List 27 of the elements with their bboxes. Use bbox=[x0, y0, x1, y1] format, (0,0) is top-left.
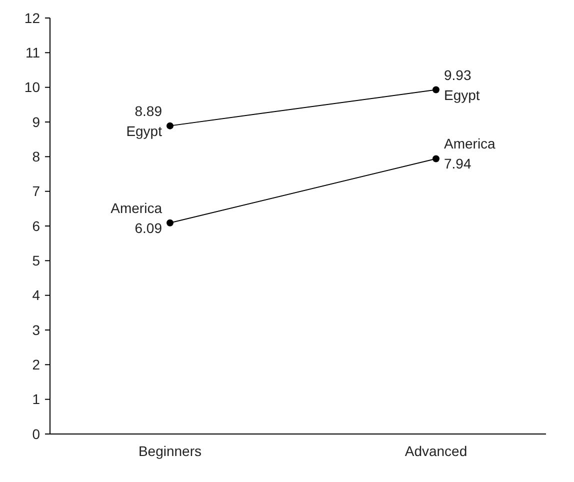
y-tick-label: 3 bbox=[32, 322, 40, 338]
data-label: 9.93 bbox=[444, 66, 472, 83]
y-tick-label: 0 bbox=[32, 426, 40, 442]
point bbox=[432, 86, 440, 94]
y-tick-label: 7 bbox=[32, 183, 40, 200]
series-label: America bbox=[110, 200, 162, 216]
y-tick-label: 2 bbox=[32, 356, 40, 373]
x-tick-label: Beginners bbox=[138, 443, 202, 459]
y-tick-label: 6 bbox=[32, 218, 40, 234]
y-tick-label: 10 bbox=[24, 79, 40, 96]
x-tick-label: Advanced bbox=[404, 443, 468, 459]
data-label: 8.89 bbox=[134, 102, 162, 119]
y-tick-label: 5 bbox=[32, 252, 40, 269]
point bbox=[166, 219, 174, 226]
y-tick-label: 1 bbox=[32, 391, 40, 408]
data-label: 6.09 bbox=[134, 220, 162, 236]
data-label: 7.94 bbox=[444, 156, 472, 172]
point bbox=[166, 122, 174, 130]
text: America bbox=[444, 136, 496, 152]
series-label: Egypt bbox=[444, 86, 480, 103]
y-tick-label: 11 bbox=[25, 44, 40, 61]
text: Egypt bbox=[126, 122, 162, 139]
y-tick-label: 4 bbox=[32, 287, 40, 304]
y-tick-label: 8 bbox=[32, 148, 40, 165]
y-tick-label: 12 bbox=[24, 10, 40, 26]
y-tick-label: 9 bbox=[32, 114, 40, 130]
point bbox=[432, 155, 440, 162]
